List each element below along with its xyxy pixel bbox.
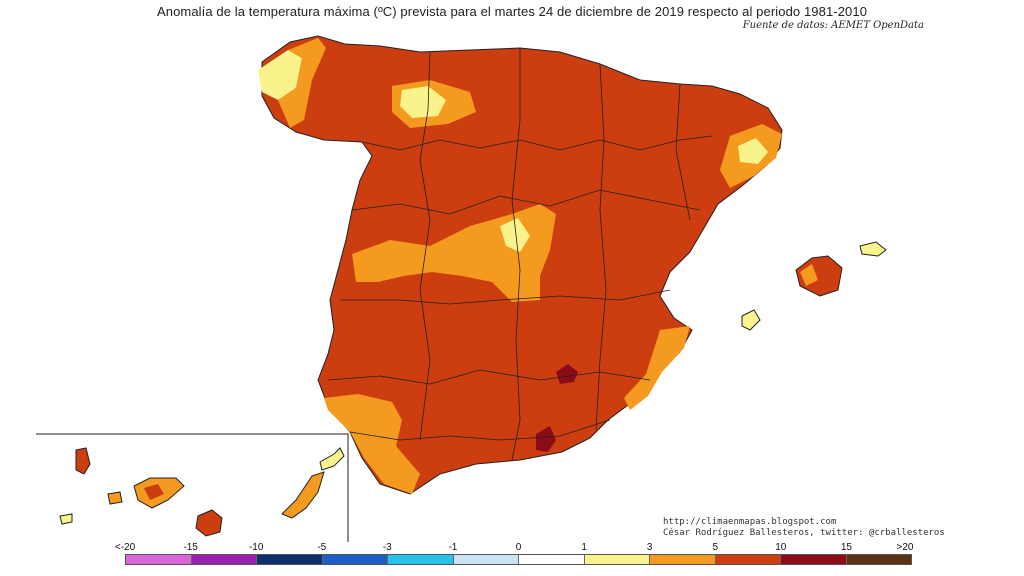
catalonia-anomaly-yellow [738, 138, 768, 164]
fuerteventura [281, 471, 325, 519]
legend-tick: 15 [840, 542, 852, 553]
province-borders [327, 48, 713, 461]
la-palma [75, 447, 91, 475]
east-coast-anomaly-orange [624, 326, 690, 410]
legend-tick: -10 [248, 542, 264, 553]
legend-tick: -3 [382, 542, 392, 553]
credits: http://climaenmapas.blogspot.com César R… [663, 517, 945, 539]
legend-tick: >20 [896, 542, 914, 553]
legend-tick: 5 [712, 542, 719, 553]
legend-swatch [322, 555, 388, 564]
galicia-anomaly-yellow [258, 50, 302, 100]
legend-swatch [519, 555, 585, 564]
legend-tick: 1 [581, 542, 587, 553]
central-anomaly-yellow [500, 218, 530, 252]
leon-anomaly-yellow [400, 86, 446, 118]
ibiza [741, 309, 761, 331]
legend-color-bar [125, 554, 912, 565]
southwest-anomaly-orange [324, 394, 420, 494]
legend-swatch [126, 555, 192, 564]
legend-swatch [191, 555, 257, 564]
el-hierro [59, 513, 73, 525]
data-source: Fuente de datos: AEMET OpenData [742, 20, 924, 31]
mallorca [795, 255, 843, 297]
legend-tick: 0 [515, 542, 522, 553]
legend-tick: -15 [183, 542, 198, 553]
legend-swatch [257, 555, 323, 564]
canary-inset-frame [36, 433, 349, 542]
legend-swatch [650, 555, 716, 564]
author-credit: César Rodríguez Ballesteros, twitter: @c… [663, 528, 945, 538]
legend-tick: 10 [775, 542, 787, 553]
legend-swatch [388, 555, 454, 564]
la-gomera [107, 491, 123, 505]
legend-swatch [715, 555, 781, 564]
legend-tick-labels: <-20 -15 -10 -5 -3 -1 0 1 3 5 10 15 >20 [0, 542, 1024, 554]
lanzarote [319, 447, 345, 471]
legend-tick: <-20 [114, 542, 136, 553]
gran-canaria [195, 509, 223, 537]
legend-tick: 3 [646, 542, 653, 553]
legend-swatch [584, 555, 650, 564]
legend-swatch [846, 555, 911, 564]
tenerife-anomaly-red [144, 484, 164, 500]
legend-swatch [781, 555, 847, 564]
murcia-anomaly-dark-red [556, 364, 578, 384]
granada-anomaly-dark-red [536, 426, 556, 452]
galicia-coast-orange [278, 38, 326, 128]
legend-swatch [453, 555, 519, 564]
mallorca-anomaly-orange [800, 264, 818, 286]
legend-tick: -5 [317, 542, 327, 553]
map-title: Anomalía de la temperatura máxima (ºC) p… [156, 4, 868, 19]
legend-tick: -1 [448, 542, 458, 553]
blog-url: http://climaenmapas.blogspot.com [663, 517, 837, 527]
menorca [859, 241, 887, 257]
